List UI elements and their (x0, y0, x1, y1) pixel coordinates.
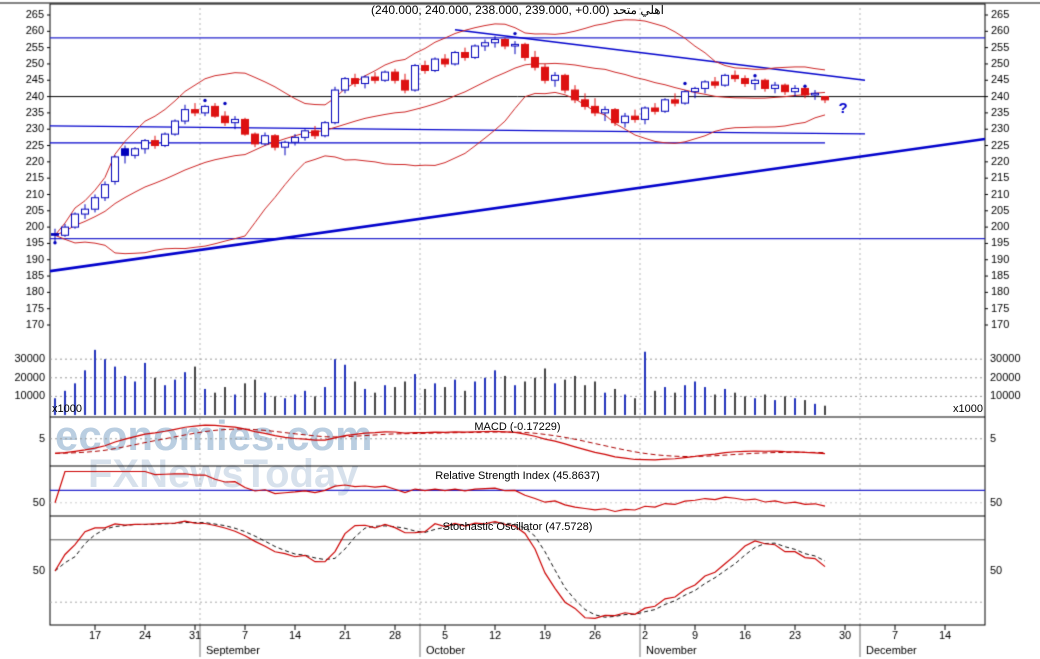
chart-app: economies.com FXNewsToday (240.000, 240.… (0, 0, 1040, 659)
stock-chart-canvas[interactable] (0, 0, 1040, 659)
